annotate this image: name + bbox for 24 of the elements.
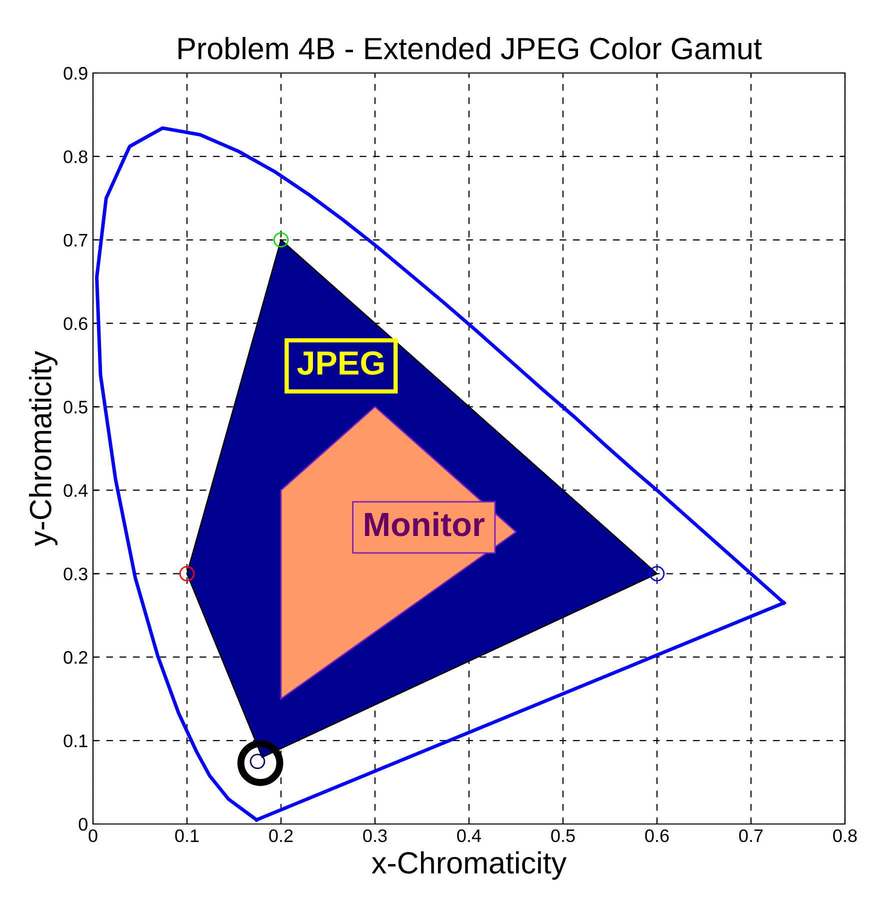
y-axis-title: y-Chromaticity xyxy=(29,350,58,546)
chart-title: Problem 4B - Extended JPEG Color Gamut xyxy=(178,36,762,60)
x-tick-label: 0.3 xyxy=(363,829,387,842)
y-tick-label: 0.3 xyxy=(64,568,88,580)
x-tick-label: 0.2 xyxy=(269,829,293,842)
x-axis-title: x-Chromaticity xyxy=(372,851,567,880)
y-tick-label: 0.2 xyxy=(64,651,88,664)
y-tick-label: 0.8 xyxy=(64,150,88,164)
y-tick-label: 0.1 xyxy=(64,734,88,748)
x-tick-label: 0.5 xyxy=(551,829,575,842)
x-tick-label: 0.4 xyxy=(457,829,482,842)
x-tick-label: 0.8 xyxy=(833,829,857,842)
x-tick-label: 0.1 xyxy=(175,829,199,842)
annotation: JPEG xyxy=(297,351,384,375)
y-tick-label: 0.9 xyxy=(64,66,88,80)
y-tick-label: 0.7 xyxy=(64,234,88,247)
y-tick-label: 0 xyxy=(78,818,88,831)
y-tick-label: 0.5 xyxy=(64,400,88,414)
x-tick-label: 0.6 xyxy=(645,829,669,842)
x-tick-label: 0.7 xyxy=(739,829,763,842)
y-tick-label: 0.4 xyxy=(64,484,88,497)
annotation: Monitor xyxy=(365,512,484,536)
x-tick-label: 0 xyxy=(88,829,98,842)
y-tick-label: 0.6 xyxy=(64,317,88,330)
